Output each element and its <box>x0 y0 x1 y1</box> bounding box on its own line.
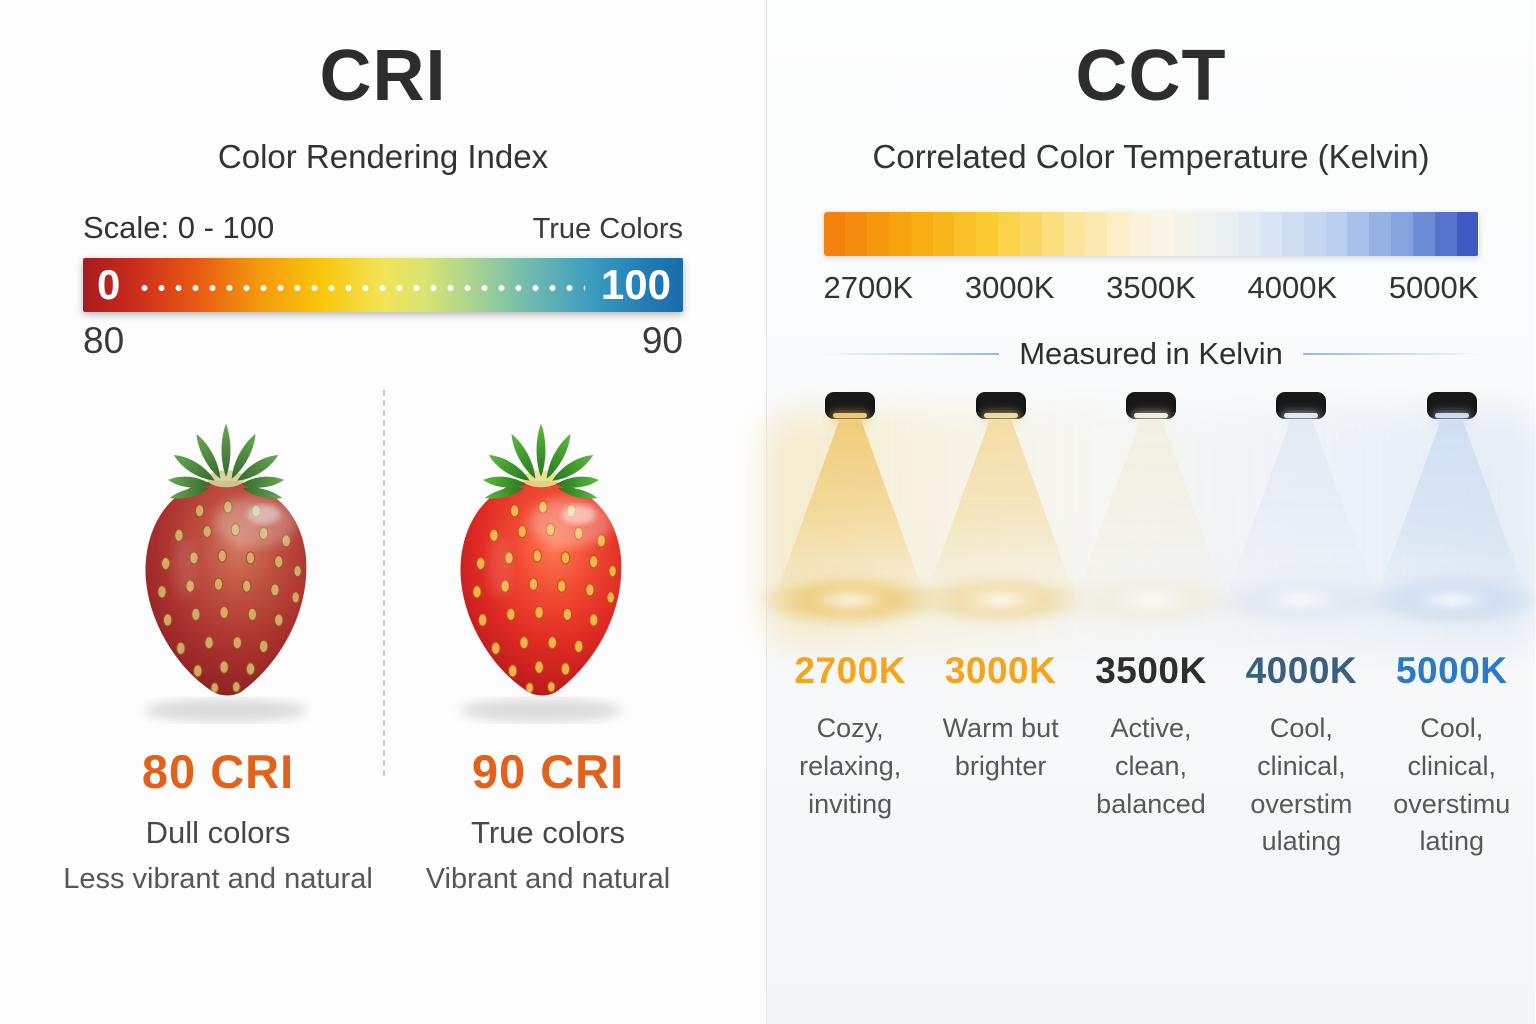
light-slit <box>983 413 1018 418</box>
kelvin-value-2700k: 2700K <box>794 650 906 691</box>
light-slit <box>1284 413 1319 418</box>
light-unit <box>742 374 958 642</box>
strawberry-90cri-image <box>428 416 654 728</box>
cri-bar-min-value: 0 <box>97 261 121 308</box>
dashed-divider <box>383 390 385 776</box>
kelvin-description-3000k: Warm but brighter <box>942 713 1059 781</box>
cct-column-4000k: 4000K Cool, clinical, overstim ulating <box>1193 374 1409 861</box>
cct-column-2700k: 2700K Cozy, relaxing, inviting <box>742 374 958 861</box>
cct-scale-3000k: 3000K <box>964 270 1055 305</box>
kelvin-description-5000k: Cool, clinical, overstimu lating <box>1393 713 1511 857</box>
cct-light-columns: 2700K Cozy, relaxing, inviting 3000K War… <box>742 374 1536 861</box>
light-slit <box>1133 413 1168 418</box>
cri-bar-max-value: 100 <box>600 261 671 308</box>
cri-labels: 80 CRI Dull colors Less vibrant and natu… <box>53 744 713 896</box>
kelvin-divider-line-left <box>821 353 1000 355</box>
light-fixture-icon <box>1276 392 1327 419</box>
light-unit <box>893 374 1109 642</box>
cri-90-quality: True colors <box>471 815 625 850</box>
kelvin-divider-line-right <box>1302 353 1482 355</box>
cri-80-label: 80 CRI <box>141 745 295 798</box>
light-fixture-icon <box>1125 392 1176 419</box>
cri-scale-label: Scale: 0 - 100 <box>83 210 275 245</box>
kelvin-value-4000k: 4000K <box>1245 650 1358 691</box>
light-fixture-icon <box>975 392 1026 419</box>
true-colors-label: True Colors <box>532 213 683 245</box>
cct-scale-3500k: 3500K <box>1106 270 1196 305</box>
cct-scale-labels: 2700K 3000K 3500K 4000K 5000K <box>824 270 1479 306</box>
cct-title: CCT <box>1075 36 1227 116</box>
light-beam <box>1376 419 1527 597</box>
cct-scale-5000k: 5000K <box>1388 270 1479 305</box>
cri-80-description: Less vibrant and natural <box>63 863 373 895</box>
cct-column-5000k: 5000K Cool, clinical, overstimu lating <box>1344 374 1536 861</box>
cri-90-label: 90 CRI <box>471 745 625 798</box>
cri-80-quality: Dull colors <box>145 815 291 850</box>
measured-in-kelvin: Measured in Kelvin <box>821 336 1482 372</box>
kelvin-value-5000k: 5000K <box>1395 650 1508 691</box>
light-unit <box>1043 374 1259 642</box>
cct-column-3500k: 3500K Active, clean, balanced <box>1043 374 1259 861</box>
measured-in-kelvin-label: Measured in Kelvin <box>1019 336 1283 371</box>
light-unit <box>1344 374 1536 642</box>
cct-panel: CCT Correlated Color Temperature (Kelvin… <box>742 0 1536 1024</box>
kelvin-value-3000k: 3000K <box>944 650 1057 691</box>
strawberry-comparison <box>68 390 698 776</box>
light-beam <box>1075 419 1226 597</box>
light-fixture-icon <box>1426 392 1477 419</box>
cct-column-3000k: 3000K Warm but brighter <box>893 374 1109 861</box>
light-beam <box>775 419 926 597</box>
kelvin-description-4000k: Cool, clinical, overstim ulating <box>1250 713 1353 857</box>
cri-subtitle: Color Rendering Index <box>217 138 549 175</box>
cri-value-90: 90 <box>641 320 683 361</box>
light-unit <box>1193 374 1409 642</box>
light-beam <box>925 419 1076 597</box>
cri-dotted-line <box>136 284 585 292</box>
light-slit <box>1434 413 1469 418</box>
kelvin-description-3500k: Active, clean, balanced <box>1096 713 1206 819</box>
light-slit <box>833 413 868 418</box>
strawberry-80cri-image <box>113 416 339 728</box>
light-fixture-icon <box>825 392 876 419</box>
light-beam <box>1226 419 1377 597</box>
kelvin-value-3500k: 3500K <box>1095 650 1207 691</box>
cct-gradient-bar <box>823 212 1479 256</box>
cri-title: CRI <box>319 36 447 116</box>
cri-scale-block: Scale: 0 - 100 True Colors 0 100 80 90 <box>83 210 683 362</box>
cri-gradient-bar: 0 100 <box>83 258 683 312</box>
light-pool <box>1356 574 1536 626</box>
cct-scale-4000k: 4000K <box>1247 270 1338 305</box>
cri-90-description: Vibrant and natural <box>425 863 671 895</box>
cri-panel: CRI Color Rendering Index Scale: 0 - 100… <box>0 0 767 1024</box>
cct-subtitle: Correlated Color Temperature (Kelvin) <box>872 138 1430 175</box>
cri-value-80: 80 <box>83 320 125 361</box>
kelvin-description-2700k: Cozy, relaxing, inviting <box>799 713 902 819</box>
cct-scale-2700k: 2700K <box>823 270 914 305</box>
